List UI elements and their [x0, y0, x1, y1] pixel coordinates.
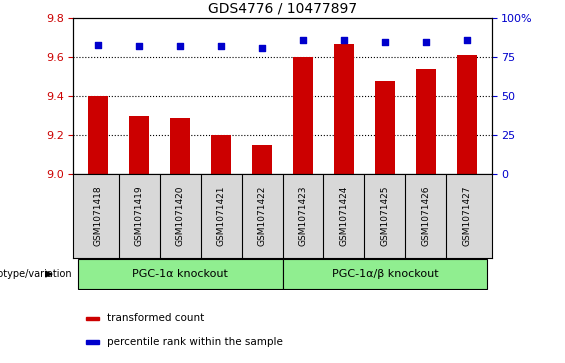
Bar [129, 116, 149, 174]
Bar [334, 44, 354, 174]
Point [94, 42, 103, 48]
Point [298, 37, 307, 43]
Point [176, 43, 185, 49]
Point [421, 39, 431, 45]
Point [340, 37, 349, 43]
Bar [375, 81, 396, 174]
Text: GSM1071425: GSM1071425 [380, 186, 389, 246]
FancyBboxPatch shape [282, 259, 488, 289]
Point [462, 37, 471, 43]
Point [380, 39, 389, 45]
Bar [211, 135, 231, 174]
Text: GSM1071419: GSM1071419 [134, 185, 144, 246]
Text: GSM1071418: GSM1071418 [94, 185, 102, 246]
Text: GSM1071426: GSM1071426 [421, 186, 431, 246]
Text: percentile rank within the sample: percentile rank within the sample [107, 337, 282, 347]
FancyBboxPatch shape [77, 259, 282, 289]
Text: GSM1071424: GSM1071424 [340, 186, 349, 246]
Text: GSM1071420: GSM1071420 [176, 186, 185, 246]
Point [216, 43, 225, 49]
Text: GSM1071421: GSM1071421 [216, 186, 225, 246]
Text: GSM1071427: GSM1071427 [463, 186, 471, 246]
Text: transformed count: transformed count [107, 313, 204, 323]
Text: PGC-1α/β knockout: PGC-1α/β knockout [332, 269, 438, 279]
Title: GDS4776 / 10477897: GDS4776 / 10477897 [208, 1, 357, 16]
Text: PGC-1α knockout: PGC-1α knockout [132, 269, 228, 279]
Point [134, 43, 144, 49]
Text: GSM1071423: GSM1071423 [298, 186, 307, 246]
Bar [252, 145, 272, 174]
Bar [293, 57, 313, 174]
Point [258, 45, 267, 51]
Bar [170, 118, 190, 174]
Bar [88, 96, 108, 174]
Text: genotype/variation: genotype/variation [0, 269, 72, 279]
Bar [86, 317, 98, 320]
Bar [457, 55, 477, 174]
Bar [416, 69, 436, 174]
Text: GSM1071422: GSM1071422 [258, 186, 267, 246]
Bar [86, 340, 98, 344]
